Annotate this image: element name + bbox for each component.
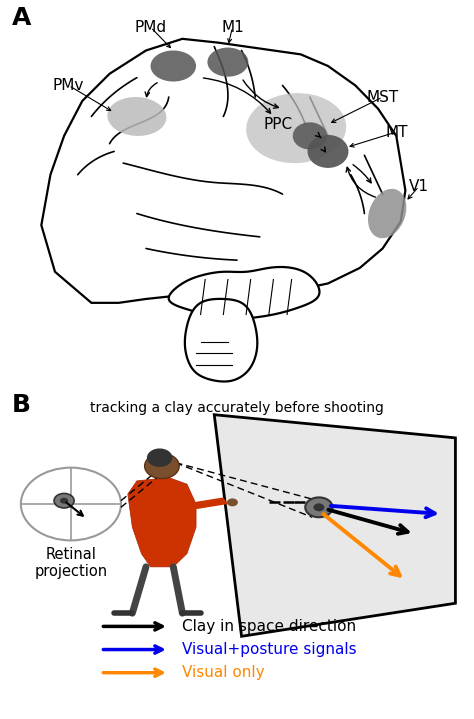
Text: MT: MT <box>385 124 408 139</box>
Text: PMv: PMv <box>53 78 84 93</box>
Ellipse shape <box>107 97 166 136</box>
Circle shape <box>60 498 68 504</box>
Ellipse shape <box>208 47 248 77</box>
Ellipse shape <box>246 93 346 163</box>
Circle shape <box>54 493 74 508</box>
Polygon shape <box>169 267 319 319</box>
Text: M1: M1 <box>221 19 244 35</box>
Circle shape <box>313 503 324 511</box>
Polygon shape <box>182 498 228 510</box>
Circle shape <box>21 467 121 541</box>
Text: PMd: PMd <box>135 19 166 35</box>
Text: V1: V1 <box>409 179 429 194</box>
Circle shape <box>145 454 179 479</box>
Ellipse shape <box>293 122 327 150</box>
Circle shape <box>227 498 238 506</box>
Text: MST: MST <box>366 90 399 104</box>
Text: A: A <box>12 6 31 29</box>
Text: Retinal
projection: Retinal projection <box>34 547 108 580</box>
Polygon shape <box>185 299 257 382</box>
Ellipse shape <box>368 189 406 238</box>
Text: Visual+posture signals: Visual+posture signals <box>182 642 357 657</box>
Ellipse shape <box>151 50 196 81</box>
Circle shape <box>305 498 333 517</box>
Polygon shape <box>128 477 196 567</box>
Text: Clay in space direction: Clay in space direction <box>182 619 356 634</box>
Polygon shape <box>214 415 456 636</box>
Text: PPC: PPC <box>264 116 292 132</box>
Text: B: B <box>12 393 31 417</box>
Circle shape <box>147 449 173 467</box>
Text: Visual only: Visual only <box>182 665 265 680</box>
Text: tracking a clay accurately before shooting: tracking a clay accurately before shooti… <box>90 401 384 416</box>
Ellipse shape <box>308 135 348 168</box>
Polygon shape <box>41 39 405 303</box>
